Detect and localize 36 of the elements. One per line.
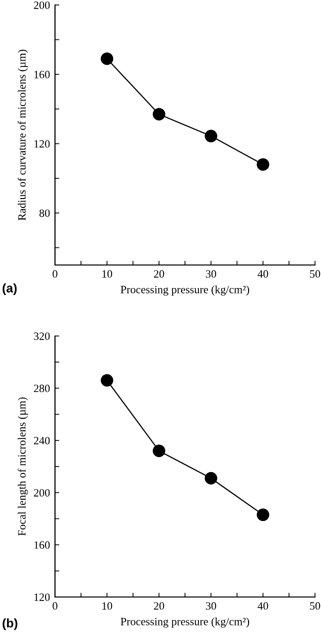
x-tick-label: 40 <box>258 602 268 610</box>
text: (b) <box>2 618 18 630</box>
point <box>204 130 218 142</box>
x-axis-title: Processing pressure (kg/cm²) <box>120 285 250 296</box>
point <box>256 158 270 171</box>
y-tick-label: 120 <box>34 140 50 148</box>
x-tick-label: 10 <box>102 602 112 610</box>
x-tick-label: 20 <box>154 602 164 610</box>
point <box>152 444 166 458</box>
x-tick-label: 50 <box>310 270 320 278</box>
text: (a) <box>2 283 17 295</box>
point <box>204 472 218 484</box>
point <box>100 374 114 387</box>
x-tick-label: 30 <box>206 602 216 610</box>
x-axis-title: Processing pressure (kg/cm²) <box>120 617 250 628</box>
y-tick-label: 200 <box>34 489 50 497</box>
point <box>100 52 114 65</box>
y-tick-label: 280 <box>34 384 50 392</box>
y-axis-title: Focal length of microlens (µm) <box>18 397 28 536</box>
x-tick-label: 0 <box>52 270 58 278</box>
x-tick-label: 20 <box>154 270 164 278</box>
point <box>256 508 270 522</box>
y-axis-title: Radius of curvature of microlens (µm) <box>18 50 28 220</box>
y-tick-label: 320 <box>34 332 50 340</box>
x-tick-label: 50 <box>310 602 320 610</box>
x-tick-label: 40 <box>258 270 268 278</box>
y-tick-label: 80 <box>39 209 50 217</box>
x-tick-label: 30 <box>206 270 216 278</box>
point <box>152 108 166 120</box>
y-tick-label: 120 <box>34 593 50 601</box>
y-tick-label: 240 <box>34 436 50 444</box>
y-tick-label: 160 <box>34 70 50 78</box>
x-tick-label: 10 <box>102 270 112 278</box>
y-tick-label: 160 <box>34 541 50 549</box>
y-tick-label: 200 <box>34 1 50 9</box>
x-tick-label: 0 <box>52 602 58 610</box>
